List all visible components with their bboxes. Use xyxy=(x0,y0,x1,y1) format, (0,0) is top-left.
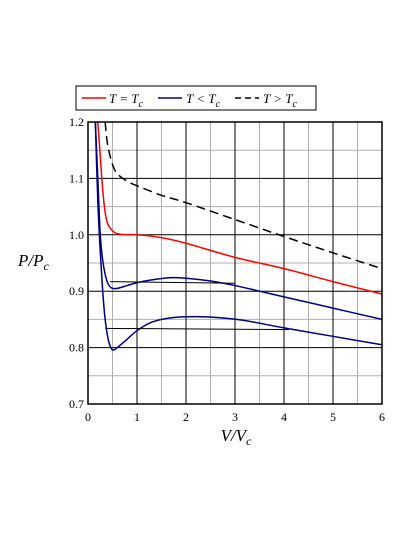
x-tick-label: 1 xyxy=(134,410,140,424)
y-tick-label: 1.0 xyxy=(69,228,84,242)
isotherm-line-1 xyxy=(94,122,382,321)
legend-box xyxy=(75,85,317,111)
isotherm-line-0 xyxy=(97,122,382,295)
isotherm-line-3 xyxy=(104,122,382,270)
equal-area-tie-line xyxy=(105,327,289,331)
y-tick-label: 0.8 xyxy=(69,341,84,355)
x-tick-label: 2 xyxy=(183,410,189,424)
series-group xyxy=(94,122,382,351)
y-tick-label: 0.9 xyxy=(69,284,84,298)
y-axis-label: P/Pc xyxy=(17,251,50,273)
y-tick-label: 1.2 xyxy=(69,115,84,129)
x-tick-label: 4 xyxy=(281,410,287,424)
legend-label-t-equal-tc: T = Tc xyxy=(109,91,144,110)
x-tick-label: 6 xyxy=(379,410,385,424)
x-tick-labels: 0 1 2 3 4 5 6 xyxy=(85,410,385,424)
legend: T = Tc T < Tc T > Tc xyxy=(75,85,317,111)
y-tick-label: 1.1 xyxy=(69,171,84,185)
isotherm-line-2 xyxy=(94,122,382,351)
legend-label-t-greater-tc: T > Tc xyxy=(263,91,298,110)
grid xyxy=(88,122,382,404)
x-tick-label: 3 xyxy=(232,410,238,424)
x-tick-label: 0 xyxy=(85,410,91,424)
y-tick-label: 0.7 xyxy=(69,397,84,411)
x-axis-label: V/Vc xyxy=(221,426,253,448)
equal-area-tie-line xyxy=(110,281,236,284)
legend-label-t-less-tc: T < Tc xyxy=(186,91,221,110)
x-tick-label: 5 xyxy=(330,410,336,424)
y-tick-labels: 0.7 0.8 0.9 1.0 1.1 1.2 xyxy=(69,115,84,411)
plot-frame xyxy=(87,121,383,405)
